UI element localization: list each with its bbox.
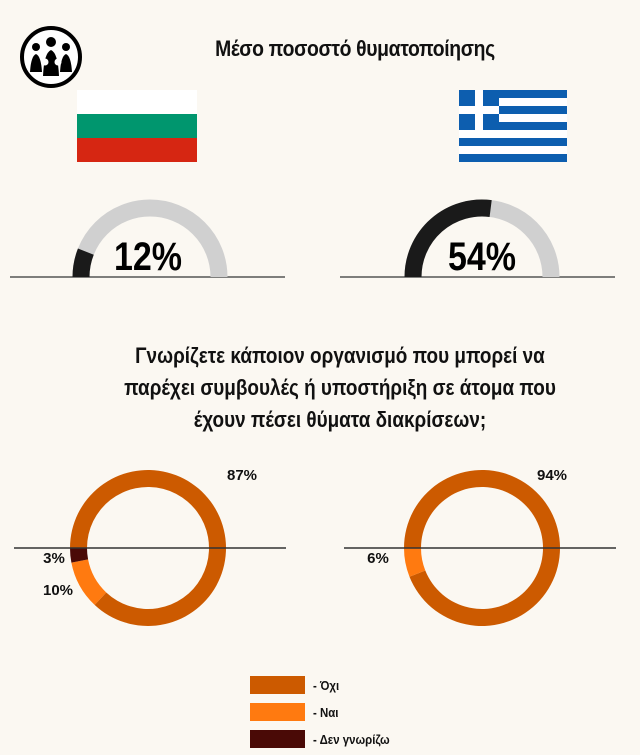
slice-yes [71, 559, 107, 605]
legend-item-yes: - Ναι [250, 699, 400, 725]
legend-label: - Όχι [313, 677, 340, 693]
donut-value-label: 6% [367, 550, 389, 567]
legend-item-no: - Όχι [250, 672, 400, 698]
donut-chart-greece: 94% 6% [344, 467, 616, 626]
gauge-value-label: 54% [448, 233, 516, 278]
donut-chart-bulgaria: 87% 10% 3% [14, 467, 286, 626]
donut-value-label: 87% [227, 467, 257, 484]
chart-legend: - Όχι - Ναι - Δεν γνωρίζω [250, 672, 400, 753]
donut-value-label: 10% [43, 582, 73, 599]
gauge-track [72, 199, 228, 278]
legend-swatch [250, 703, 305, 721]
greece-flag-icon [459, 90, 567, 162]
legend-swatch [250, 676, 305, 694]
legend-label: - Ναι [313, 704, 339, 720]
page-title: Μέσο ποσοστό θυματοποίησης [215, 36, 495, 61]
gauge-greece: 54% [340, 199, 615, 279]
survey-question: Γνωρίζετε κάποιον οργανισμό που μπορεί ν… [124, 343, 556, 432]
donut-value-label: 94% [537, 467, 567, 484]
gauge-value-label: 12% [114, 233, 182, 278]
people-group-logo-icon [20, 26, 82, 88]
bulgaria-flag-icon [77, 90, 197, 162]
slice-dont-know [70, 548, 89, 563]
legend-label: - Δεν γνωρίζω [313, 731, 390, 747]
gauge-fill [404, 199, 492, 278]
donut-value-label: 3% [43, 550, 65, 567]
gauge-bulgaria: 12% [10, 199, 285, 279]
legend-item-dont-know: - Δεν γνωρίζω [250, 726, 400, 752]
slice-yes [404, 548, 426, 577]
legend-swatch [250, 730, 305, 748]
gauge-fill [72, 248, 94, 278]
